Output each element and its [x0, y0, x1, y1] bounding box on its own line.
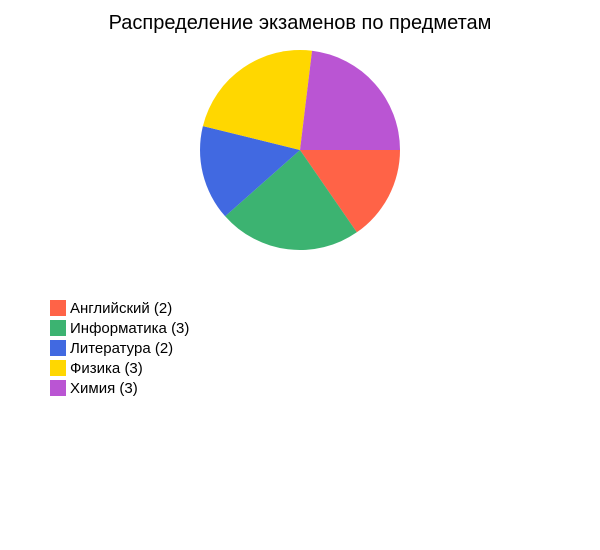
legend-label: Химия (3) — [70, 379, 138, 397]
legend-item: Химия (3) — [50, 378, 189, 398]
legend-label: Английский (2) — [70, 299, 173, 317]
legend-item: Информатика (3) — [50, 318, 189, 338]
pie-slices — [200, 50, 400, 251]
pie-slice-3 — [200, 126, 300, 217]
legend-label: Информатика (3) — [70, 319, 190, 337]
pie-slice-1 — [300, 150, 400, 233]
pie-slice-2 — [225, 150, 357, 251]
legend-swatch — [50, 300, 66, 316]
legend-item: Английский (2) — [50, 298, 189, 318]
legend-item: Литература (2) — [50, 338, 189, 358]
legend-label: Литература (2) — [70, 339, 174, 357]
legend-swatch — [50, 340, 66, 356]
legend-swatch — [50, 380, 66, 396]
pie-slice-4 — [202, 50, 313, 150]
pie-slice-5 — [300, 50, 400, 151]
pie-chart — [200, 50, 400, 251]
legend-item: Физика (3) — [50, 358, 189, 378]
legend: Английский (2) Информатика (3) Литератур… — [50, 298, 189, 398]
legend-swatch — [50, 360, 66, 376]
legend-label: Физика (3) — [70, 359, 143, 377]
chart-title: Распределение экзаменов по предметам — [108, 12, 492, 34]
legend-swatch — [50, 320, 66, 336]
